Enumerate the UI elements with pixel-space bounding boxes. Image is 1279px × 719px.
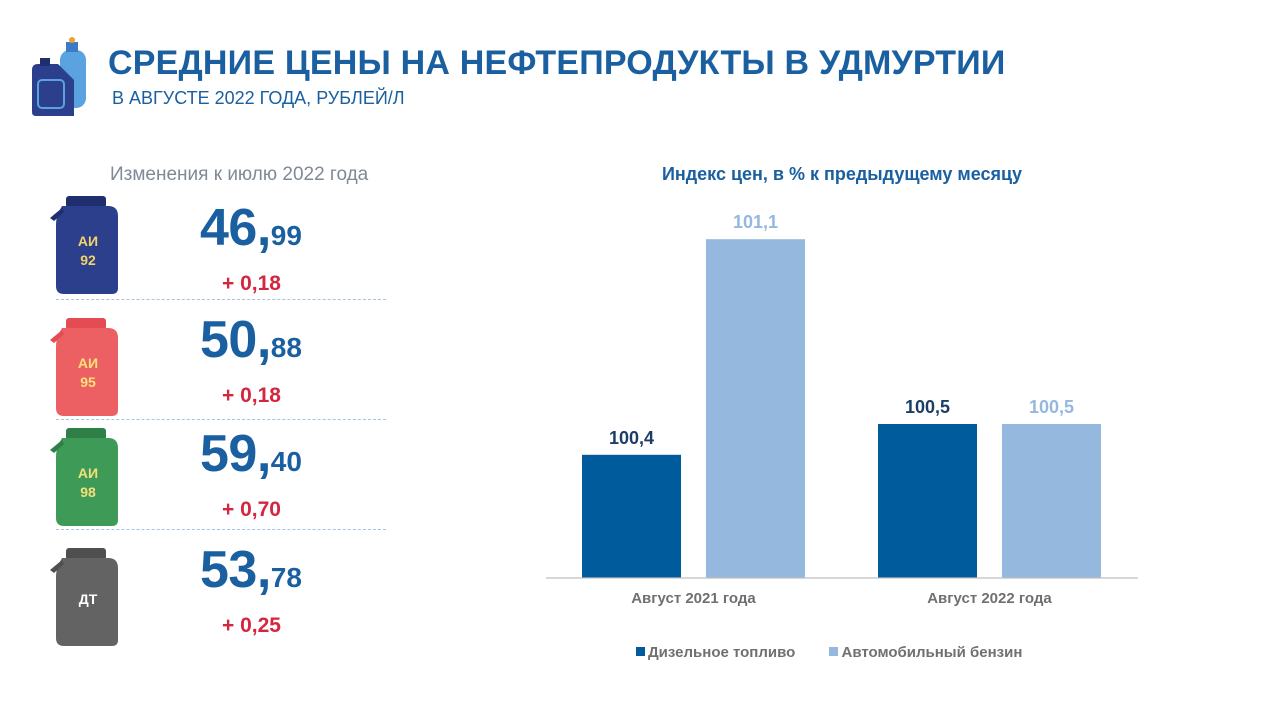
- fuel-can-icon: АИ 95: [48, 318, 120, 418]
- fuel-can-icon: АИ 98: [48, 428, 120, 528]
- price-change: + 0,18: [222, 272, 281, 295]
- separator-line: [56, 419, 386, 420]
- bar-data-label: 101,1: [733, 212, 778, 232]
- price-change: + 0,18: [222, 384, 281, 407]
- price-change: + 0,70: [222, 498, 281, 521]
- separator-line: [56, 529, 386, 530]
- fuel-row-ai95: АИ 95 50,88 + 0,18: [40, 308, 400, 418]
- price-integer: 53,: [200, 541, 271, 599]
- fuel-label-line1: АИ: [77, 233, 99, 249]
- fuel-price: 50,88: [200, 310, 302, 370]
- legend-label: Автомобильный бензин: [841, 644, 1023, 661]
- fuel-label-line1: АИ: [77, 465, 99, 481]
- bar-data-label: 100,4: [609, 428, 654, 448]
- fuel-row-ai98: АИ 98 59,40 + 0,70: [40, 422, 400, 532]
- price-index-bar-chart: 100,4 101,1 Август 2021 года 100,5 100,5 Авгу…: [546, 212, 1138, 607]
- price-change: + 0,25: [222, 614, 281, 637]
- price-fraction: 88: [270, 332, 302, 363]
- legend-item-gasoline: Автомобильный бензин: [829, 644, 1022, 661]
- fuel-label-line2: 98: [80, 484, 96, 500]
- fuel-row-ai92: АИ 92 46,99 + 0,18: [40, 196, 400, 306]
- legend-swatch: [829, 647, 839, 656]
- fuel-can-label: АИ 95: [58, 354, 118, 392]
- price-fraction: 99: [270, 220, 302, 251]
- bar-gasoline-1: [706, 239, 805, 578]
- bar-data-label: 100,5: [1029, 397, 1074, 417]
- fuel-can-label: АИ 92: [58, 232, 118, 270]
- page-subtitle: В АВГУСТЕ 2022 ГОДА, РУБЛЕЙ/Л: [112, 88, 405, 108]
- fuel-can-icon: ДТ: [48, 548, 120, 648]
- legend-label: Дизельное топливо: [648, 644, 796, 661]
- fuel-label-line1: ДТ: [78, 591, 98, 607]
- fuel-price: 59,40: [200, 424, 302, 484]
- fuel-price: 53,78: [200, 540, 302, 600]
- legend-swatch: [636, 647, 645, 656]
- price-fraction: 78: [270, 562, 302, 593]
- x-axis-tick-label: Август 2021 года: [631, 590, 756, 607]
- price-fraction: 40: [270, 446, 302, 477]
- chart-legend: Дизельное топливо Автомобильный бензин: [636, 644, 1052, 661]
- fuel-label-line2: 95: [80, 374, 96, 390]
- bar-gasoline-2: [1002, 424, 1101, 578]
- x-axis-tick-label: Август 2022 года: [927, 590, 1052, 607]
- fuel-label-line1: АИ: [77, 355, 99, 371]
- price-integer: 50,: [200, 311, 271, 369]
- bar-diesel-2: [878, 424, 977, 578]
- separator-line: [56, 299, 386, 300]
- price-integer: 59,: [200, 425, 271, 483]
- legend-item-diesel: Дизельное топливо: [636, 644, 795, 661]
- chart-title: Индекс цен, в % к предыдущему месяцу: [661, 164, 1023, 184]
- page-title: СРЕДНИЕ ЦЕНЫ НА НЕФТЕПРОДУКТЫ В УДМУРТИИ: [108, 44, 1006, 82]
- fuel-row-dt: ДТ 53,78 + 0,25: [40, 538, 400, 648]
- fuel-can-label: АИ 98: [58, 464, 118, 502]
- bar-diesel-1: [582, 454, 681, 578]
- bar-data-label: 100,5: [905, 397, 950, 417]
- fuel-label-line2: 92: [80, 252, 96, 268]
- fuel-price: 46,99: [200, 198, 302, 258]
- price-integer: 46,: [200, 199, 271, 257]
- fuel-can-icon: АИ 92: [48, 196, 120, 296]
- changes-title: Изменения к июлю 2022 года: [110, 164, 369, 185]
- fuel-logo-icon: [30, 36, 92, 118]
- fuel-can-label: ДТ: [58, 590, 118, 609]
